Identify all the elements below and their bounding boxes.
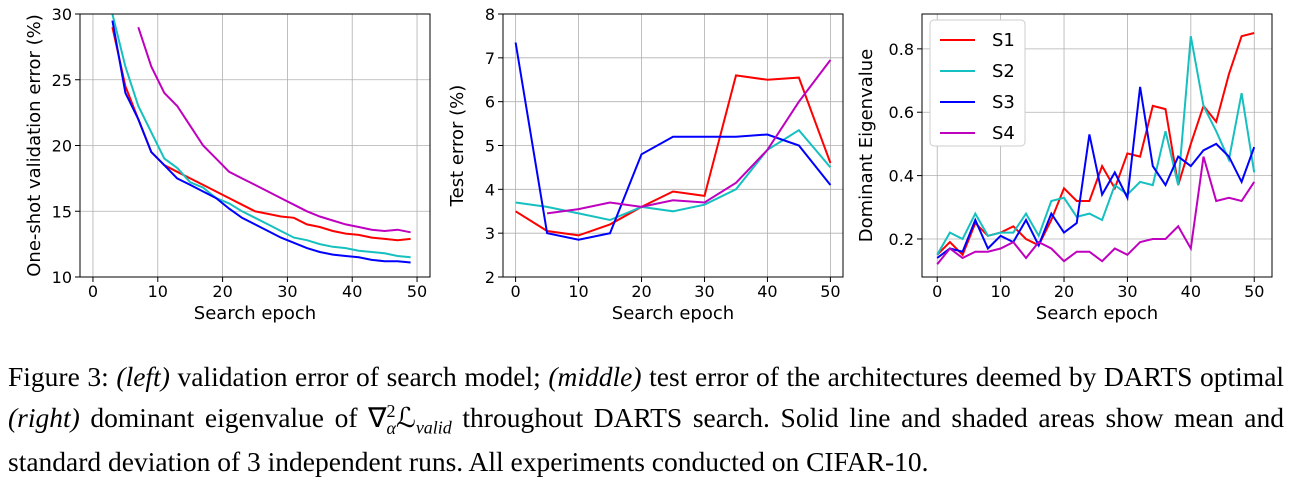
x-tick-label: 0 bbox=[88, 282, 98, 301]
plot bbox=[936, 32, 1256, 265]
legend-label: S2 bbox=[992, 61, 1015, 82]
y-tick-label: 25 bbox=[52, 71, 72, 90]
series-line bbox=[111, 20, 411, 264]
y-tick-label: 7 bbox=[485, 49, 495, 68]
x-tick-label: 10 bbox=[568, 282, 588, 301]
series-line bbox=[111, 14, 411, 259]
x-axis-label: Search epoch bbox=[612, 303, 734, 324]
y-tick-label: 0.8 bbox=[889, 40, 914, 59]
x-tick-label: 0 bbox=[510, 282, 520, 301]
x-tick-label: 20 bbox=[1054, 282, 1074, 301]
x-tick-label: 40 bbox=[1181, 282, 1201, 301]
y-tick-label: 10 bbox=[52, 268, 72, 287]
series-line bbox=[546, 59, 832, 215]
y-axis-label: One-shot validation error (%) bbox=[24, 14, 45, 277]
plot bbox=[111, 14, 411, 264]
y-tick-label: 5 bbox=[485, 137, 495, 156]
series-line bbox=[936, 36, 1256, 256]
axes-frame bbox=[79, 13, 431, 278]
x-tick-label: 10 bbox=[990, 282, 1010, 301]
y-tick-label: 0.2 bbox=[889, 230, 914, 249]
axes-frame bbox=[502, 13, 844, 278]
series-line bbox=[936, 86, 1256, 259]
legend-label: S3 bbox=[992, 92, 1015, 113]
caption-text: validation error of search model; bbox=[177, 361, 541, 392]
caption-text: (middle) bbox=[548, 361, 642, 392]
y-tick-label: 0.4 bbox=[889, 167, 914, 186]
x-axis-label: Search epoch bbox=[1036, 303, 1158, 324]
y-tick-label: 3 bbox=[485, 224, 495, 243]
y-tick-label: 0.6 bbox=[889, 103, 914, 122]
y-tick-label: 8 bbox=[485, 5, 495, 24]
x-tick-label: 30 bbox=[694, 282, 714, 301]
plot bbox=[514, 42, 832, 241]
series-line bbox=[515, 128, 832, 222]
caption-text: dominant eigenvalue of bbox=[90, 402, 358, 434]
x-tick-label: 50 bbox=[820, 282, 840, 301]
x-tick-label: 30 bbox=[277, 282, 297, 301]
x-tick-label: 20 bbox=[212, 282, 232, 301]
math-symbol: α bbox=[386, 417, 396, 438]
series-line bbox=[137, 26, 411, 234]
x-tick-label: 20 bbox=[631, 282, 651, 301]
series-line bbox=[111, 26, 411, 242]
y-tick-label: 20 bbox=[52, 137, 72, 156]
series-line bbox=[936, 156, 1256, 265]
legend-label: S1 bbox=[992, 30, 1015, 51]
x-tick-label: 10 bbox=[148, 282, 168, 301]
legend-box bbox=[929, 19, 1026, 147]
caption-text: (left) bbox=[116, 361, 170, 392]
y-tick-label: 15 bbox=[52, 202, 72, 221]
legend-label: S4 bbox=[992, 123, 1015, 144]
y-axis-label: Test error (%) bbox=[447, 85, 468, 208]
y-tick-label: 2 bbox=[485, 268, 495, 287]
math-symbol: ∇ bbox=[368, 402, 387, 434]
x-tick-label: 30 bbox=[1117, 282, 1137, 301]
x-tick-label: 40 bbox=[757, 282, 777, 301]
series-line bbox=[515, 74, 832, 237]
caption-text: throughout DARTS search. Solid line and … bbox=[8, 402, 1284, 477]
x-axis-label: Search epoch bbox=[194, 303, 316, 324]
series-line bbox=[514, 42, 832, 241]
math-symbol: valid bbox=[415, 417, 452, 438]
caption-text: test error of the architectures deemed b… bbox=[649, 361, 1285, 392]
x-tick-label: 40 bbox=[342, 282, 362, 301]
caption-label: Figure 3: bbox=[8, 361, 109, 392]
y-axis-label: Dominant Eigenvalue bbox=[856, 49, 877, 242]
caption: Figure 3: (left) validation error of sea… bbox=[8, 360, 1284, 479]
caption-text: (right) bbox=[8, 402, 80, 434]
x-tick-label: 0 bbox=[932, 282, 942, 301]
math-symbol: ℒ bbox=[396, 402, 416, 434]
y-tick-label: 6 bbox=[485, 93, 495, 112]
math-symbol: 2 bbox=[386, 401, 396, 421]
y-tick-label: 30 bbox=[52, 5, 72, 24]
x-tick-label: 50 bbox=[1244, 282, 1264, 301]
axes-frame bbox=[921, 13, 1273, 278]
y-tick-label: 4 bbox=[485, 180, 495, 199]
math: ∇2αℒvalid bbox=[368, 401, 452, 438]
x-tick-label: 50 bbox=[407, 282, 427, 301]
